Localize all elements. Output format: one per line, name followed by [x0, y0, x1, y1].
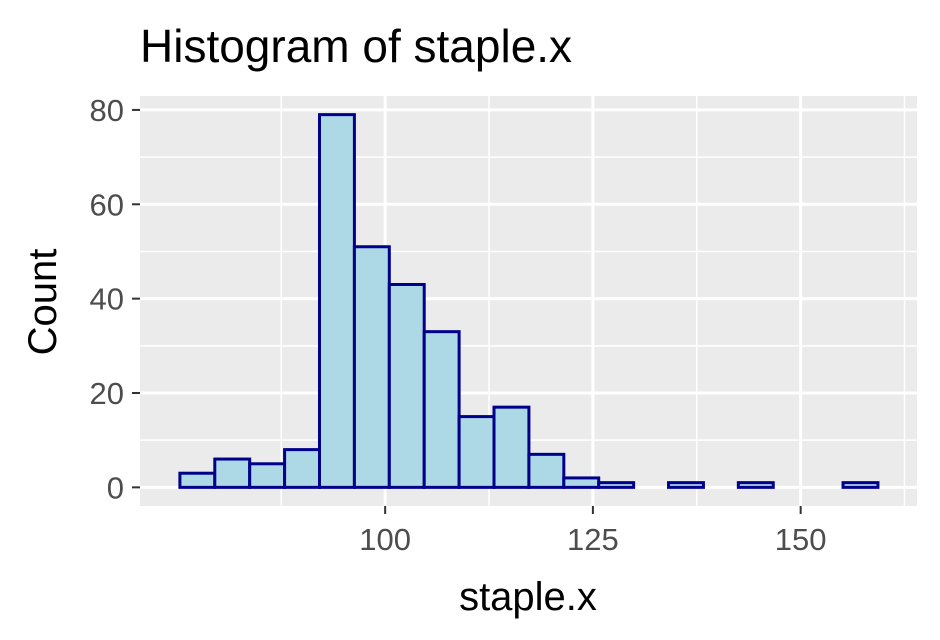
y-axis: 0 20 40 60 80: [90, 93, 140, 505]
minor-gridlines: [140, 96, 917, 506]
histogram-bar-12: [562, 476, 601, 489]
histogram-bar-15: [667, 481, 705, 489]
x-axis: 100 125 150: [359, 506, 827, 557]
histogram-bar-9: [457, 415, 496, 489]
x-tick-label: 150: [775, 522, 827, 557]
histogram-bar-10: [492, 405, 531, 489]
histogram-bar-3: [248, 462, 287, 489]
histogram-bar-8: [422, 330, 461, 489]
histogram-bar-4: [283, 448, 321, 489]
histogram-bar-20: [841, 481, 880, 489]
chart-title: Histogram of staple.x: [140, 20, 572, 72]
histogram-bar-6: [352, 245, 391, 489]
histogram-bar-17: [736, 481, 775, 489]
y-tick-label: 60: [90, 187, 124, 222]
histogram-bar-5: [317, 113, 356, 489]
histogram-bar-2: [213, 457, 252, 489]
y-tick-label: 80: [90, 93, 124, 128]
histogram-bar-13: [597, 481, 636, 489]
x-tick-label: 100: [359, 522, 411, 557]
y-tick-label: 20: [90, 376, 124, 411]
y-axis-title: Count: [21, 249, 65, 356]
histogram-bar-1: [178, 471, 217, 489]
histogram-bar-11: [527, 452, 566, 489]
histogram-bar-7: [387, 282, 426, 489]
x-tick-label: 125: [567, 522, 619, 557]
y-tick-label: 40: [90, 282, 124, 317]
histogram-bars: [178, 113, 880, 489]
y-tick-label: 0: [107, 470, 124, 505]
major-gridlines: [140, 96, 917, 506]
x-axis-title: staple.x: [459, 575, 597, 619]
